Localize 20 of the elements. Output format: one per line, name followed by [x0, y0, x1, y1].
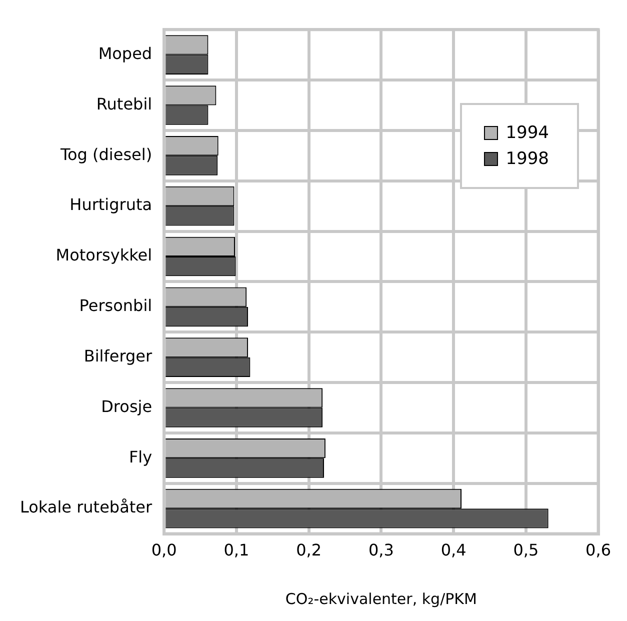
x-tick-label: 0,4: [440, 540, 466, 560]
x-tick-label: 0,2: [296, 540, 322, 560]
legend-label: 1994: [506, 123, 549, 143]
x-tick-label: 0,5: [513, 540, 539, 560]
x-tick-label: 0,1: [224, 540, 250, 560]
y-tick-label: Bilferger: [84, 346, 152, 366]
y-tick-label: Moped: [98, 44, 152, 63]
y-tick-label: Motorsykkel: [56, 246, 152, 265]
y-tick-label: Fly: [128, 447, 152, 466]
y-tick-label: Personbil: [79, 296, 152, 316]
legend-label: 1998: [506, 149, 549, 169]
y-tick-label: Rutebil: [96, 94, 152, 114]
x-tick-label: 0,3: [368, 540, 394, 560]
x-axis-title: CO₂-ekvivalenter, kg/PKM: [285, 590, 477, 608]
y-tick-label: Lokale rutebåter: [20, 498, 152, 517]
y-tick-label: Hurtigruta: [70, 195, 152, 214]
x-tick-label: 0,6: [586, 540, 612, 560]
y-tick-label: Tog (diesel): [59, 144, 152, 164]
x-tick-label: 0,0: [151, 540, 177, 560]
y-tick-label: Drosje: [101, 396, 152, 416]
